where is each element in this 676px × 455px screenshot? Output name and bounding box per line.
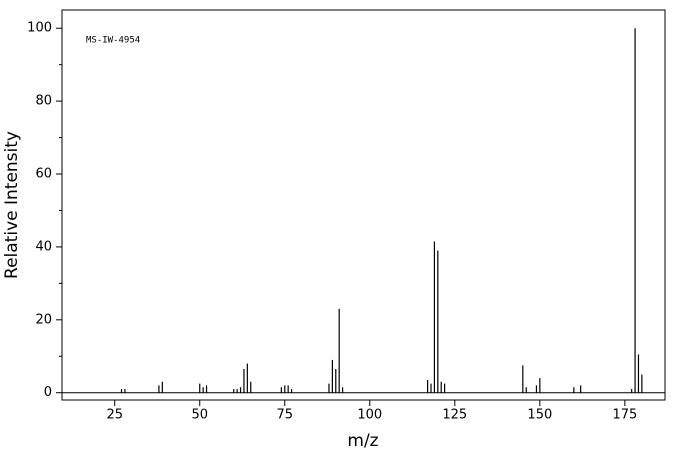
- y-tick-label: 60: [35, 167, 52, 182]
- y-tick-label: 20: [35, 312, 52, 327]
- y-axis-label: Relative Intensity: [2, 131, 22, 279]
- x-tick-label: 150: [527, 408, 552, 423]
- y-tick-label: 40: [35, 239, 52, 254]
- x-tick-label: 100: [357, 408, 382, 423]
- x-tick-label: 50: [191, 408, 208, 423]
- annotation: MS-IW-4954: [86, 36, 140, 46]
- x-tick-label: 75: [276, 408, 293, 423]
- x-tick-label: 175: [612, 408, 637, 423]
- y-tick-label: 100: [27, 21, 52, 36]
- x-axis-label: m/z: [347, 431, 378, 451]
- y-tick-label: 80: [35, 94, 52, 109]
- x-tick-label: 125: [442, 408, 467, 423]
- plot-frame: [61, 9, 666, 401]
- y-tick-label: 0: [44, 385, 52, 400]
- x-tick-label: 25: [106, 408, 123, 423]
